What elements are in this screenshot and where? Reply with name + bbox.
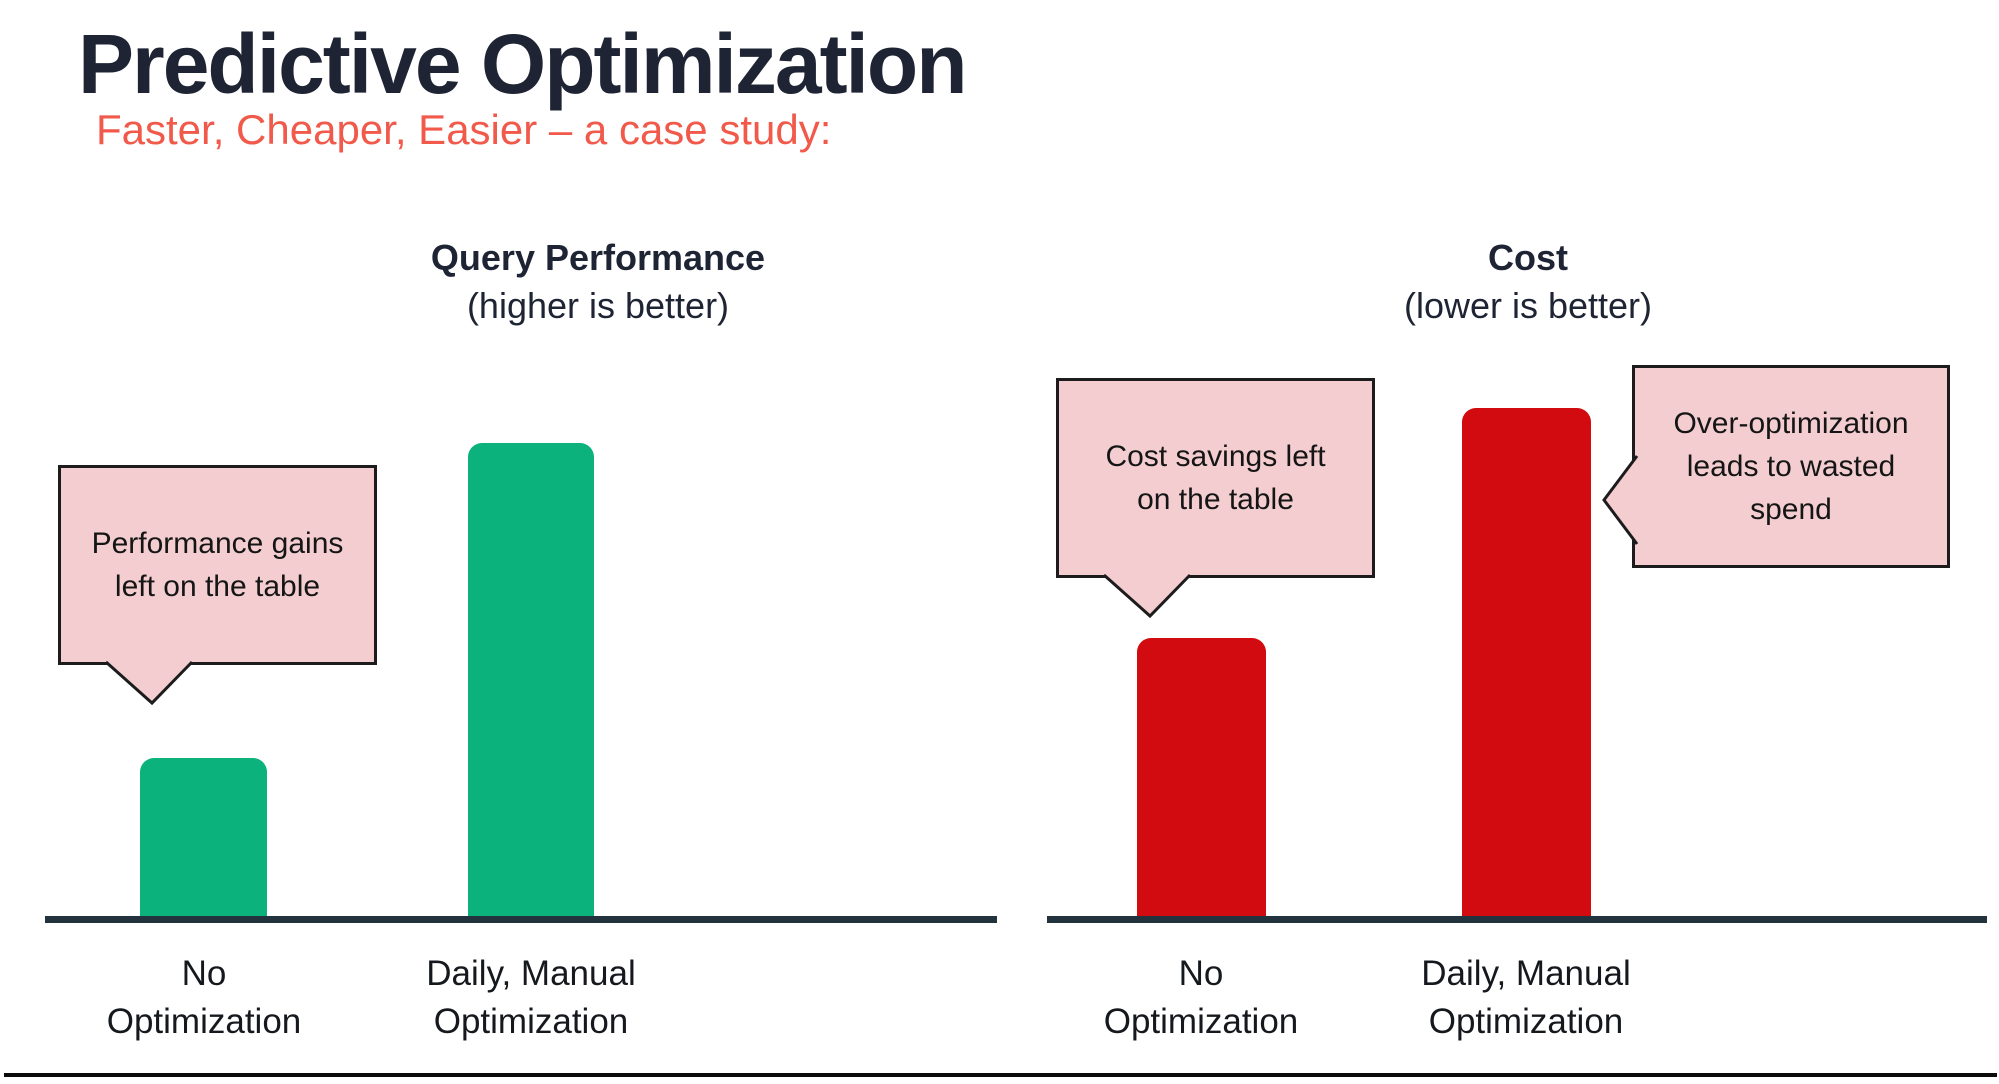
chart-subtitle-text: (lower is better) [1403, 285, 1653, 326]
category-label-line: No [1178, 954, 1224, 993]
chart-subtitle-text: (higher is better) [466, 285, 730, 326]
annotation-bubble-cost-savings: Cost savings left on the table [1056, 378, 1375, 578]
category-label-line: Daily, Manual [426, 954, 636, 993]
bar-cost-daily-manual-optimization [1462, 408, 1591, 920]
chart-title-cost: Cost (lower is better) [1268, 234, 1788, 330]
bottom-divider [4, 1073, 1997, 1077]
bar-cost-no-optimization [1137, 638, 1266, 920]
speech-bubble-tail-icon [105, 660, 194, 706]
category-label-line: Optimization [1428, 1002, 1624, 1041]
bar-performance-daily-manual-optimization [468, 443, 594, 920]
category-label-no-optimization: No Optimization [44, 950, 364, 1046]
category-label-daily-manual-optimization: Daily, Manual Optimization [371, 950, 691, 1046]
page-title: Predictive Optimization [78, 17, 968, 111]
chart-title-text: Query Performance [430, 237, 766, 278]
speech-bubble-tail-icon [1602, 455, 1639, 545]
annotation-bubble-performance-gains: Performance gains left on the table [58, 465, 377, 665]
category-label-line: No [181, 954, 227, 993]
chart-title-query-performance: Query Performance (higher is better) [338, 234, 858, 330]
category-label-line: Optimization [1103, 1002, 1299, 1041]
bar-performance-no-optimization [140, 758, 267, 920]
annotation-text: Cost savings left on the table [1105, 435, 1325, 521]
annotation-bubble-over-optimization: Over-optimization leads to wasted spend [1632, 365, 1950, 568]
annotation-line: spend [1750, 493, 1832, 526]
category-label-daily-manual-optimization: Daily, Manual Optimization [1366, 950, 1686, 1046]
category-label-no-optimization: No Optimization [1041, 950, 1361, 1046]
annotation-line: Cost savings left [1105, 440, 1326, 473]
category-label-line: Optimization [106, 1002, 302, 1041]
annotation-text: Performance gains left on the table [92, 522, 344, 608]
annotation-line: left on the table [114, 570, 321, 603]
annotation-line: Performance gains [91, 527, 344, 560]
category-label-line: Optimization [433, 1002, 629, 1041]
x-axis-left-chart [45, 916, 997, 923]
annotation-text: Over-optimization leads to wasted spend [1673, 402, 1908, 531]
annotation-line: Over-optimization [1673, 407, 1909, 440]
annotation-line: on the table [1137, 483, 1294, 516]
chart-title-text: Cost [1488, 237, 1568, 278]
page-subtitle: Faster, Cheaper, Easier – a case study: [96, 106, 832, 153]
x-axis-right-chart [1047, 916, 1987, 923]
annotation-line: leads to wasted [1686, 450, 1896, 483]
category-label-line: Daily, Manual [1421, 954, 1631, 993]
speech-bubble-tail-icon [1103, 573, 1192, 619]
